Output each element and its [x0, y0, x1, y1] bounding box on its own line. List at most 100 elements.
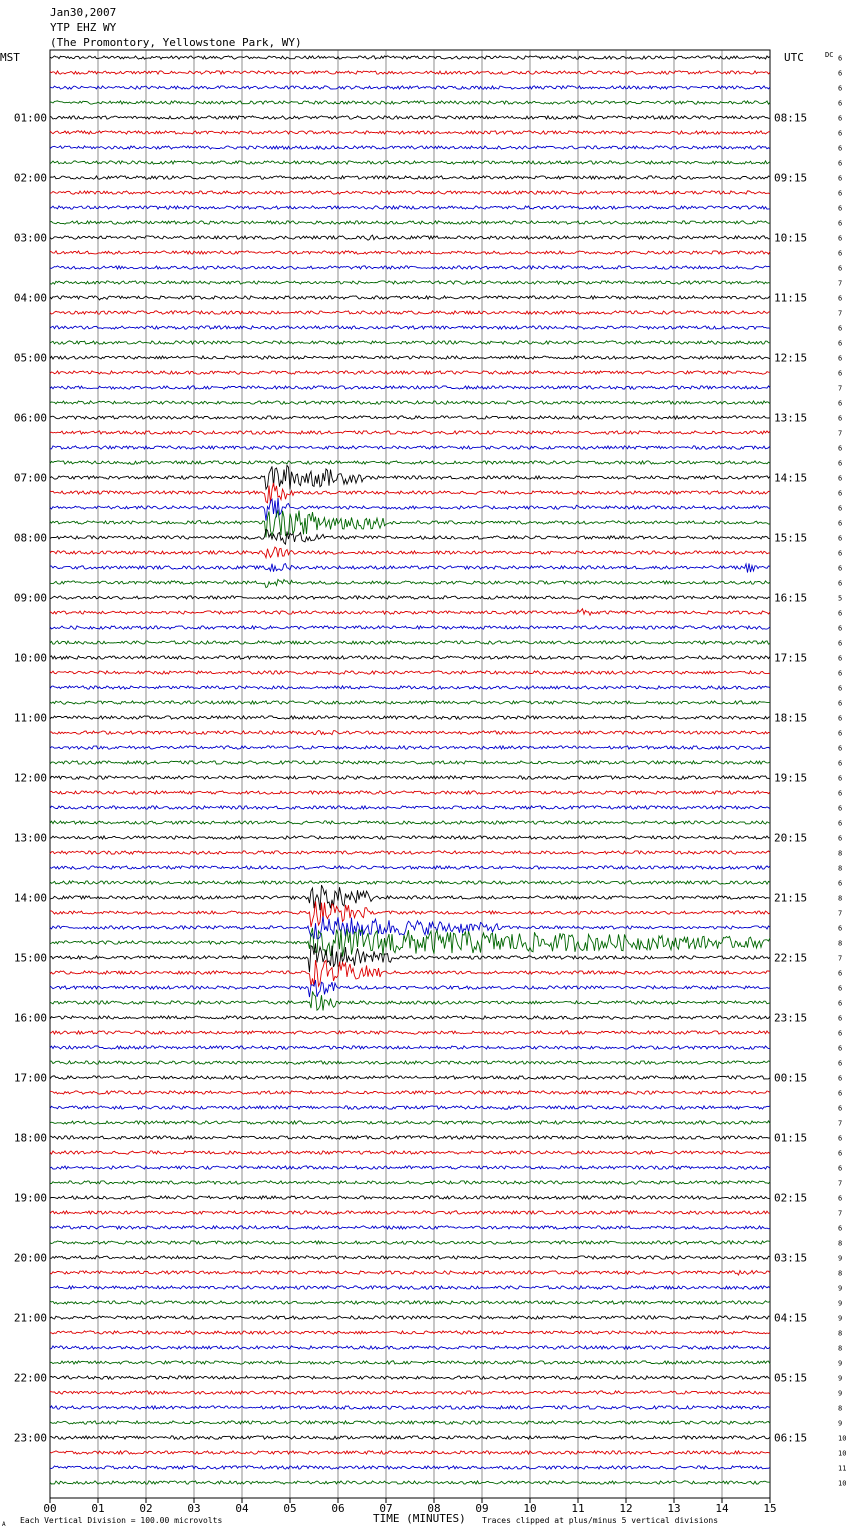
trace-line [49, 509, 770, 538]
dc-offset-value: 6 [838, 835, 842, 843]
right-hour-label: 04:15 [774, 1312, 807, 1325]
left-hour-label: 03:00 [14, 232, 47, 245]
right-hour-label: 09:15 [774, 172, 807, 185]
trace-line [49, 1269, 771, 1276]
trace-line [49, 189, 771, 196]
dc-offset-value: 6 [838, 370, 842, 378]
trace-line [49, 820, 771, 825]
trace-line [49, 264, 771, 271]
x-tick-label: 00 [43, 1502, 56, 1515]
dc-offset-value: 6 [838, 445, 842, 453]
dc-offset-value: 6 [838, 925, 842, 933]
trace-line [49, 916, 771, 940]
dc-offset-value: 6 [838, 235, 842, 243]
left-hour-label: 21:00 [14, 1312, 47, 1325]
right-hour-label: 20:15 [774, 832, 807, 845]
dc-offset-value: 9 [838, 1255, 842, 1263]
trace-line [49, 369, 771, 376]
trace-line [49, 624, 771, 631]
dc-offset-value: 7 [838, 310, 842, 318]
trace-line [49, 1329, 771, 1335]
trace-line [49, 1389, 771, 1395]
left-hour-label: 01:00 [14, 112, 47, 125]
dc-offset-value: 6 [838, 520, 842, 528]
dc-offset-value: 6 [838, 1090, 842, 1098]
trace-line [49, 789, 771, 796]
trace-line [49, 879, 771, 886]
dc-offset-value: 6 [838, 1030, 842, 1038]
trace-line [49, 429, 771, 436]
trace-line [49, 55, 771, 60]
trace-line [49, 325, 771, 330]
trace-line [49, 1375, 771, 1381]
trace-line [49, 219, 771, 225]
dc-offset-value: 6 [838, 625, 842, 633]
dc-offset-value: 6 [838, 1105, 842, 1113]
right-hour-label: 16:15 [774, 592, 807, 605]
dc-offset-value: 5 [838, 595, 842, 603]
dc-offset-value: 9 [838, 1315, 842, 1323]
trace-area [49, 55, 771, 1485]
trace-line [49, 669, 771, 676]
trace-line [49, 159, 771, 166]
trace-line [49, 174, 771, 180]
hour-labels: 00 01 02 03 04 05 06 07 08 09 10 11 12 13 14 15 6 6 6 6 6 6 6 6… [14, 55, 847, 1516]
trace-line [49, 1315, 770, 1321]
trace-line [49, 414, 771, 421]
right-timezone-label: UTC [784, 51, 804, 64]
x-tick-label: 02 [139, 1502, 152, 1515]
dc-offset-value: 6 [838, 490, 842, 498]
dc-offset-value: 6 [838, 175, 842, 183]
trace-line [49, 607, 771, 617]
dc-offset-value: 6 [838, 325, 842, 333]
left-hour-label: 11:00 [14, 712, 47, 725]
x-tick-label: 10 [523, 1502, 536, 1515]
dc-offset-value: 6 [838, 505, 842, 513]
trace-line [49, 959, 771, 988]
trace-line [49, 1059, 771, 1065]
left-hour-label: 17:00 [14, 1072, 47, 1085]
trace-line [49, 865, 771, 870]
right-hour-label: 02:15 [774, 1192, 807, 1205]
header-station: YTP EHZ WY [50, 21, 117, 34]
dc-offset-value: 7 [838, 1120, 842, 1128]
trace-line [49, 850, 771, 855]
trace-line [49, 1089, 771, 1096]
dc-offset-value: 9 [838, 1390, 842, 1398]
trace-line [49, 1119, 771, 1126]
trace-line [49, 594, 771, 601]
dc-offset-value: 6 [838, 655, 842, 663]
dc-offset-value: 8 [838, 895, 842, 903]
left-hour-label: 06:00 [14, 412, 47, 425]
left-hour-label: 10:00 [14, 652, 47, 665]
dc-offset-value: 6 [838, 1000, 842, 1008]
dc-offset-value: 6 [838, 220, 842, 228]
dc-offset-value: 8 [838, 865, 842, 873]
trace-line [49, 1404, 771, 1411]
trace-line [49, 459, 771, 466]
dc-offset-value: 6 [838, 730, 842, 738]
left-hour-label: 02:00 [14, 172, 47, 185]
trace-line [49, 294, 771, 301]
dc-offset-value: 6 [838, 760, 842, 768]
trace-line [49, 1194, 771, 1200]
right-hour-label: 19:15 [774, 772, 807, 785]
dc-offset-value: 6 [838, 85, 842, 93]
scale-note: Each Vertical Division = 100.00 microvol… [20, 1516, 222, 1525]
trace-line [49, 1134, 770, 1141]
right-hour-label: 14:15 [774, 472, 807, 485]
trace-line [49, 714, 771, 721]
dc-offset-value: 6 [838, 1195, 842, 1203]
trace-line [49, 249, 771, 255]
dc-offset-value: 6 [838, 250, 842, 258]
dc-offset-value: 6 [838, 580, 842, 588]
corner-mark: A [2, 1521, 6, 1528]
right-hour-label: 00:15 [774, 1072, 807, 1085]
trace-line [49, 1104, 771, 1110]
left-hour-label: 13:00 [14, 832, 47, 845]
trace-line [49, 774, 771, 780]
dc-label: DC [825, 51, 833, 59]
dc-offset-value: 6 [838, 1060, 842, 1068]
trace-line [49, 943, 771, 973]
